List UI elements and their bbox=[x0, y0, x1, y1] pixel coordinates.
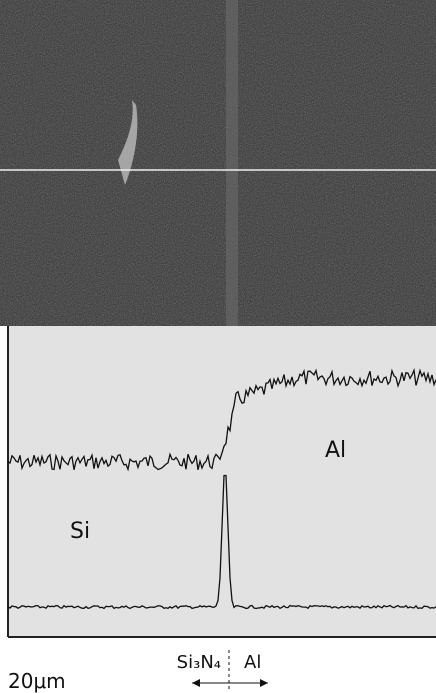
al-profile bbox=[7, 474, 436, 610]
profile-panel bbox=[8, 326, 436, 637]
arrow-heads bbox=[192, 679, 268, 687]
left-phase: Si₃N₄ bbox=[177, 652, 221, 673]
si-label: Si bbox=[70, 519, 90, 544]
interface-line bbox=[226, 0, 238, 326]
particle bbox=[118, 100, 138, 185]
si-profile bbox=[7, 367, 436, 472]
sem-grain bbox=[0, 0, 436, 326]
al-label: Al bbox=[325, 438, 346, 463]
right-phase: Al bbox=[244, 652, 261, 673]
scale-bar: 20μm bbox=[8, 669, 66, 693]
